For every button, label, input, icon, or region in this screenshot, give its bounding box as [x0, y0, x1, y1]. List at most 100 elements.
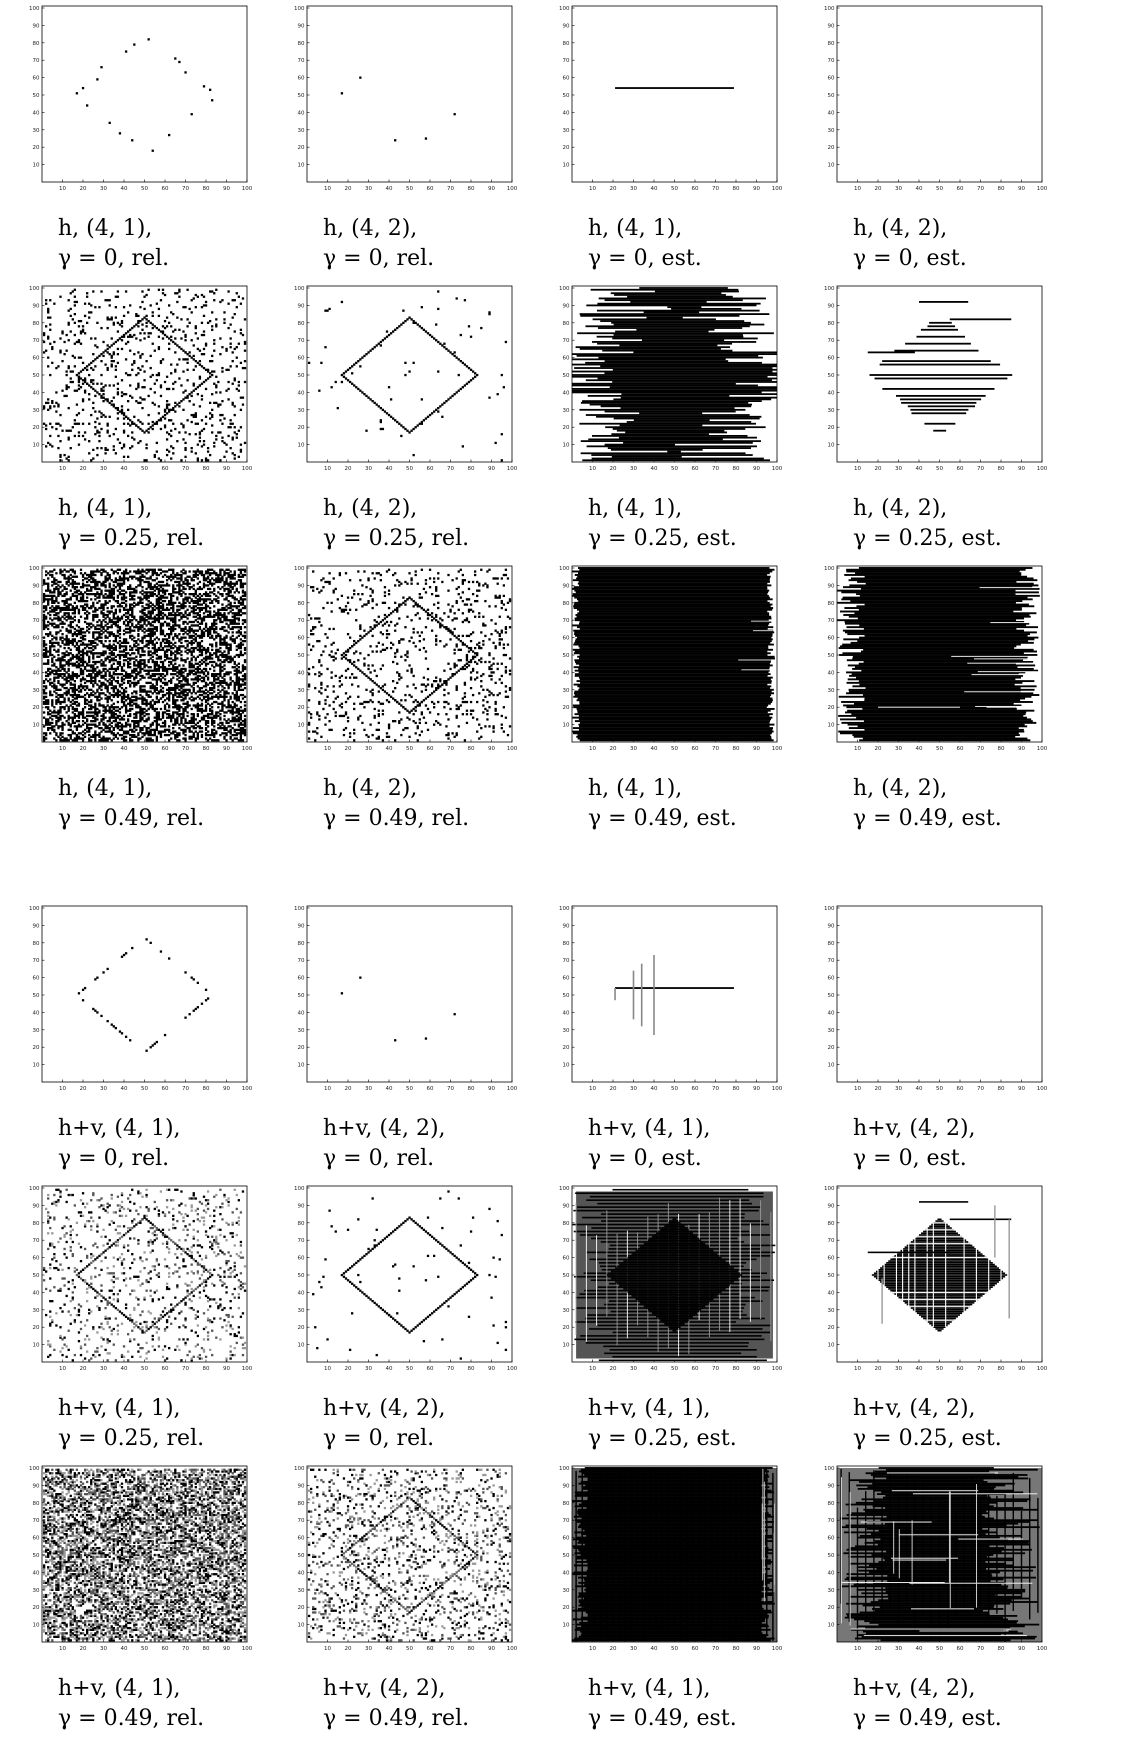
noise-point [184, 615, 187, 618]
noise-point [192, 601, 195, 604]
noise-point [86, 580, 89, 584]
noise-point [196, 733, 199, 737]
noise-point [59, 700, 62, 704]
noise-point [65, 638, 68, 641]
noise-point [112, 653, 115, 657]
noise-point [86, 685, 89, 688]
noise-point [79, 725, 83, 728]
noise-point [47, 307, 50, 311]
noise-point [209, 417, 212, 420]
noise-point [190, 652, 193, 655]
h-segment [590, 288, 739, 291]
h-segment [879, 363, 1001, 366]
noise-point [157, 596, 161, 599]
noise-point [69, 728, 72, 732]
noise-point [143, 370, 146, 373]
noise-point [457, 373, 460, 377]
noise-point [186, 683, 189, 686]
noise-point [47, 337, 50, 340]
noise-point [168, 601, 171, 604]
noise-point [194, 326, 197, 330]
noise-point [73, 610, 76, 613]
data-point [118, 132, 122, 135]
noise-point [178, 733, 181, 737]
h-segment [592, 435, 748, 437]
noise-point [168, 714, 171, 718]
noise-point [180, 685, 183, 688]
noise-point [151, 579, 154, 582]
noise-point [116, 584, 120, 587]
noise-point [96, 596, 99, 599]
noise-point [194, 681, 197, 685]
noise-point [69, 657, 72, 660]
noise-point [53, 579, 56, 582]
noise-point [77, 340, 81, 344]
noise-point [182, 622, 185, 625]
noise-point [88, 579, 91, 582]
noise-point [63, 453, 66, 457]
noise-point [120, 394, 124, 398]
h-segment [572, 389, 777, 392]
noise-point [65, 662, 68, 665]
noise-point [233, 431, 236, 434]
noise-point [153, 716, 156, 719]
noise-point [112, 728, 115, 732]
noise-point [133, 575, 136, 578]
noise-point [53, 673, 56, 676]
noise-point [159, 361, 163, 365]
noise-point [65, 634, 68, 638]
noise-point [45, 685, 48, 688]
noise-point [170, 716, 173, 719]
noise-point [102, 718, 105, 721]
noise-point [147, 620, 150, 624]
noise-point [180, 422, 183, 425]
noise-point [159, 605, 163, 608]
noise-point [116, 589, 120, 592]
noise-point [165, 728, 169, 732]
noise-point [192, 666, 195, 669]
noise-point [92, 353, 95, 356]
noise-point [153, 702, 156, 705]
noise-point [55, 636, 58, 639]
noise-point [133, 678, 136, 681]
noise-point [73, 638, 76, 641]
noise-point [102, 340, 105, 344]
noise-point [108, 318, 111, 321]
noise-point [186, 693, 189, 697]
noise-point [53, 340, 56, 344]
noise-point [96, 580, 99, 584]
noise-point [63, 638, 66, 641]
noise-point [159, 299, 163, 302]
noise-point [139, 713, 142, 716]
noise-point [122, 695, 126, 698]
noise-point [96, 591, 99, 594]
noise-point [114, 706, 117, 709]
x-tick-label: 20 [345, 466, 352, 472]
y-tick-label: 50 [563, 373, 570, 379]
noise-point [170, 688, 173, 691]
noise-point [122, 702, 126, 705]
noise-point [108, 384, 111, 387]
noise-point [42, 648, 46, 651]
noise-point [170, 652, 173, 655]
noise-point [186, 325, 189, 328]
y-tick-label: 50 [33, 93, 40, 99]
noise-point [165, 669, 169, 672]
noise-point [100, 396, 103, 399]
noise-point [163, 669, 167, 672]
noise-point [102, 674, 105, 678]
noise-point [90, 606, 93, 610]
axes-frame [571, 5, 778, 183]
noise-point [100, 685, 103, 688]
diamond-point [186, 353, 189, 356]
noise-point [184, 448, 187, 452]
noise-point [178, 732, 181, 735]
noise-point [180, 641, 183, 645]
noise-point [174, 351, 177, 354]
noise-point [143, 575, 146, 578]
noise-point [143, 295, 146, 298]
noise-point [172, 452, 175, 455]
noise-point [176, 610, 179, 613]
noise-point [141, 386, 144, 389]
noise-point [219, 431, 222, 434]
